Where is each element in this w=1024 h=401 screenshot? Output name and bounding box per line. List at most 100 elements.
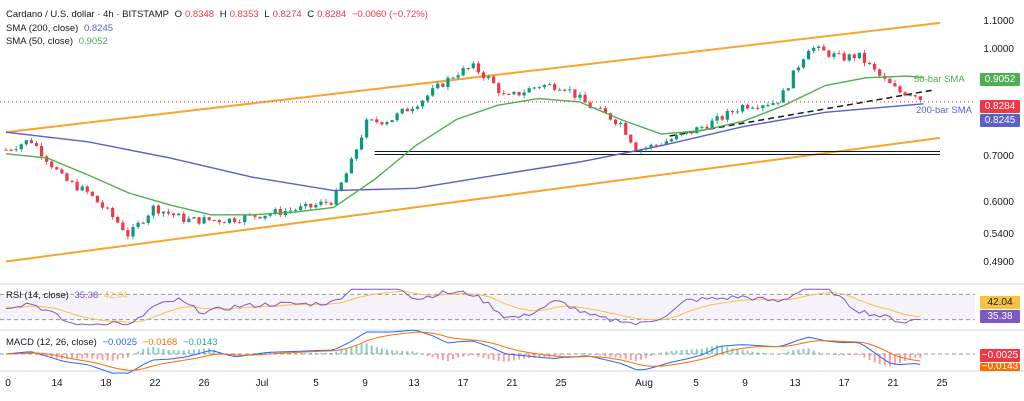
- candle-body: [812, 47, 816, 51]
- macd-histogram-bar: [253, 353, 256, 354]
- candle-body: [166, 211, 171, 214]
- legend-sma50-label: SMA (50, close): [6, 36, 74, 47]
- macd-histogram-bar: [299, 352, 302, 354]
- candle-body: [710, 120, 714, 129]
- candle-body: [222, 222, 227, 224]
- candle-body: [486, 76, 491, 78]
- x-tick-label: 25: [936, 378, 948, 389]
- candle-body: [720, 116, 724, 120]
- x-tick-label: 13: [789, 378, 801, 389]
- candle-body: [334, 190, 338, 205]
- candle-body: [451, 77, 455, 79]
- macd-histogram-bar: [751, 351, 754, 354]
- macd-histogram-bar: [736, 348, 739, 354]
- macd-histogram-bar: [385, 349, 388, 354]
- macd-histogram-bar: [904, 354, 907, 361]
- macd-histogram-bar: [86, 354, 89, 359]
- macd-histogram-bar: [868, 354, 871, 361]
- legend-close: 0.8284: [317, 9, 347, 20]
- candle-body: [227, 218, 232, 224]
- candle-body: [324, 201, 328, 203]
- candle-body: [862, 52, 867, 63]
- candle-body: [461, 68, 465, 76]
- candle-body: [273, 209, 277, 214]
- macd-histogram-bar: [858, 354, 861, 356]
- candle-body: [39, 146, 44, 157]
- candle-body: [319, 201, 323, 205]
- sma50-price-tag: 0.9052: [980, 73, 1020, 86]
- candle-body: [796, 67, 801, 71]
- macd-histogram-bar: [416, 352, 419, 354]
- candle-body: [908, 95, 912, 97]
- candle-body: [405, 108, 409, 112]
- macd-histogram-bar: [675, 350, 678, 354]
- sma50-annotation: 50-bar SMA: [914, 74, 965, 85]
- macd-histogram-bar: [639, 354, 642, 360]
- candle-body: [756, 107, 760, 109]
- candle-body: [400, 108, 404, 114]
- legend-sma50: SMA (50, close) 0.9052: [6, 36, 111, 48]
- candle-body: [156, 205, 160, 214]
- macd-histogram-bar: [294, 352, 297, 354]
- candle-body: [299, 206, 303, 211]
- legend-hist-value: −0.0143: [182, 337, 218, 348]
- macd-histogram-bar: [5, 354, 7, 355]
- macd-histogram-bar: [619, 354, 622, 359]
- candle-body: [730, 111, 734, 113]
- macd-histogram-bar: [832, 354, 835, 355]
- macd-histogram-bar: [695, 349, 698, 354]
- candle-body: [19, 144, 23, 150]
- candle-body: [375, 119, 379, 123]
- candle-body: [121, 222, 125, 231]
- candle-body: [212, 220, 216, 222]
- x-tick-label: 25: [555, 378, 567, 389]
- macd-histogram-bar: [878, 354, 881, 365]
- macd-histogram-bar: [650, 354, 653, 357]
- macd-histogram-bar: [269, 352, 272, 354]
- macd-histogram-bar: [518, 354, 521, 360]
- macd-histogram-bar: [827, 354, 830, 355]
- candle-body: [426, 95, 430, 101]
- macd-histogram-bar: [335, 351, 338, 354]
- macd-histogram-bar: [705, 347, 708, 354]
- candle-body: [634, 142, 638, 152]
- candle-body: [852, 54, 856, 59]
- candle-body: [791, 70, 795, 89]
- macd-histogram-bar: [497, 354, 500, 361]
- candle-body: [420, 100, 425, 107]
- macd-histogram-bar: [599, 354, 602, 356]
- macd-histogram-bar: [772, 354, 775, 355]
- macd-histogram-bar: [76, 354, 79, 359]
- macd-histogram-bar: [375, 347, 378, 354]
- candle-body: [893, 83, 897, 87]
- candle-body: [781, 90, 785, 103]
- macd-histogram-bar: [492, 354, 495, 360]
- candle-body: [456, 75, 460, 78]
- legend-close-label: C: [307, 9, 315, 20]
- macd-histogram-bar: [563, 354, 566, 355]
- macd-histogram-bar: [482, 354, 485, 358]
- x-tick-label: 14: [51, 378, 63, 389]
- candle-body: [898, 86, 902, 93]
- legend-rsi-label: RSI (14, close): [6, 290, 69, 301]
- macd-histogram-bar: [594, 354, 597, 355]
- candle-body: [268, 213, 272, 216]
- macd-histogram-bar: [50, 354, 53, 358]
- legend-sma200-value: 0.8245: [83, 23, 114, 34]
- x-tick-label: 18: [100, 378, 112, 389]
- candle-body: [344, 173, 348, 183]
- candle-body: [365, 119, 369, 138]
- macd-histogram-bar: [812, 350, 815, 354]
- macd-histogram-bar: [909, 354, 912, 360]
- x-tick-label: Jul: [255, 378, 269, 389]
- candle-body: [847, 54, 851, 61]
- candle-body: [314, 204, 318, 208]
- macd-histogram-bar: [741, 349, 744, 354]
- y-tick-label: 0.7000: [983, 151, 1014, 162]
- macd-histogram-bar: [573, 354, 576, 355]
- macd-histogram-bar: [589, 353, 592, 355]
- macd-histogram-bar: [426, 354, 429, 356]
- macd-histogram-bar: [406, 351, 409, 354]
- macd-histogram-bar: [685, 349, 688, 354]
